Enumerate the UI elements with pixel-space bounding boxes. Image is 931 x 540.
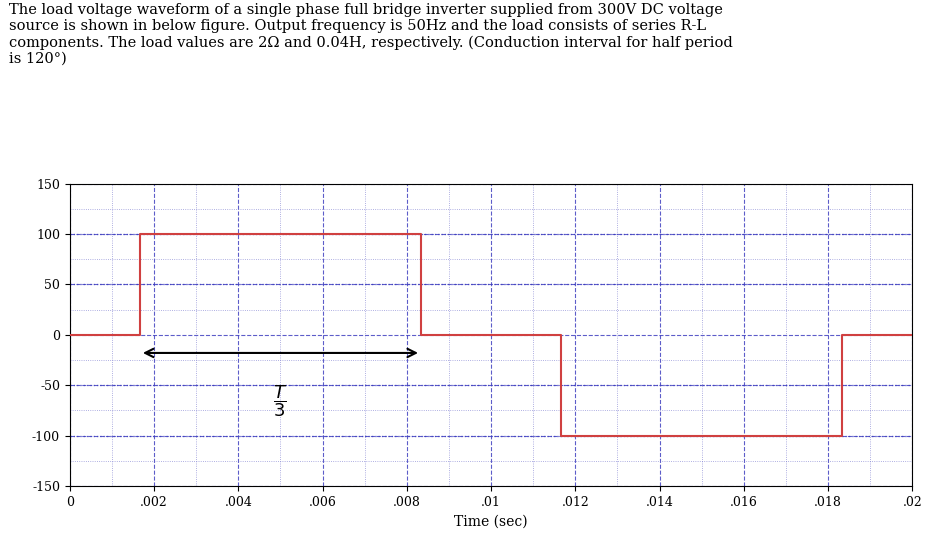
Text: The load voltage waveform of a single phase full bridge inverter supplied from 3: The load voltage waveform of a single ph… [9, 3, 733, 66]
Text: $\dfrac{T}{3}$: $\dfrac{T}{3}$ [274, 383, 288, 419]
X-axis label: Time (sec): Time (sec) [454, 514, 528, 528]
